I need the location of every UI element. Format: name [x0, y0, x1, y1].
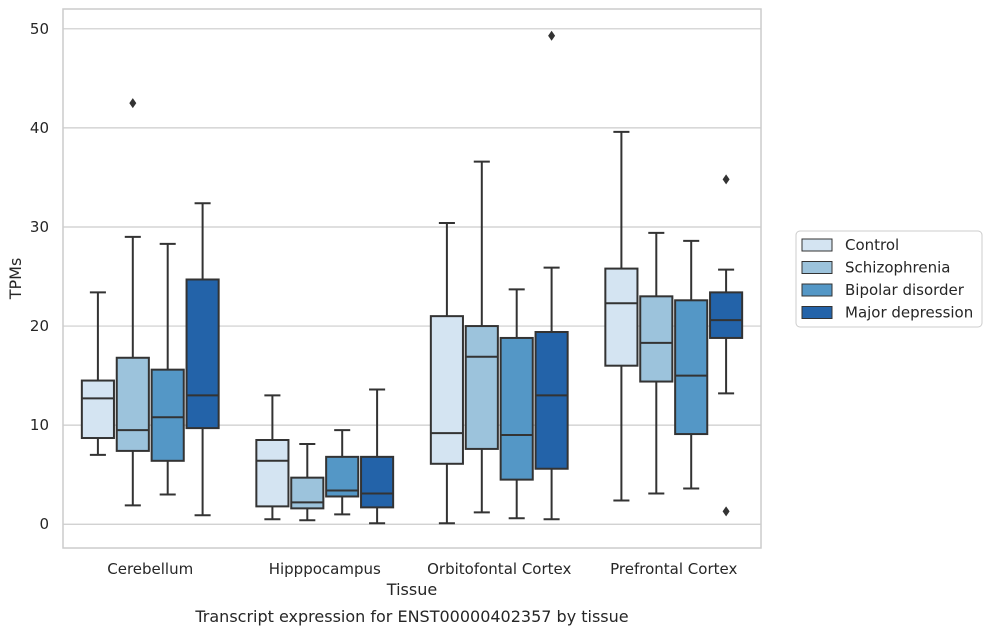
box-iqr [674, 299, 709, 436]
outlier-point [129, 98, 137, 109]
outlier-point [722, 506, 730, 517]
box-group [150, 242, 185, 496]
box-group [534, 30, 569, 521]
x-tick-label: Orbitofontal Cortex [427, 560, 571, 578]
outlier-point [548, 30, 556, 41]
box-iqr [185, 278, 220, 430]
x-tick-label: Cerebellum [107, 560, 193, 578]
legend-label: Schizophrenia [845, 259, 950, 277]
box-iqr [604, 267, 639, 367]
legend-swatch [801, 238, 833, 252]
y-axis-label: TPMs [6, 258, 25, 301]
box-iqr [464, 325, 499, 450]
box-iqr [534, 331, 569, 470]
box-iqr [150, 368, 185, 462]
box-iqr [115, 356, 150, 452]
legend-swatch [801, 283, 833, 297]
box-group [674, 239, 709, 490]
y-tick-label: 20 [30, 317, 49, 335]
y-axis-ticks: 0 10 20 30 40 50 [30, 20, 49, 533]
box-iqr [429, 315, 464, 465]
box-group [185, 202, 220, 517]
legend-label: Control [845, 236, 899, 254]
box-group [464, 160, 499, 514]
box-iqr [360, 455, 395, 509]
box-group [290, 442, 325, 522]
box-iqr [709, 291, 744, 339]
legend-label: Major depression [845, 304, 973, 322]
y-tick-label: 50 [30, 20, 49, 38]
box-group [639, 231, 674, 495]
legend-frame [795, 230, 983, 328]
box-group [499, 288, 534, 520]
y-tick-label: 40 [30, 119, 49, 137]
x-tick-label: Prefrontal Cortex [610, 560, 737, 578]
outlier-point [722, 174, 730, 185]
box-group [115, 98, 150, 507]
box-iqr [639, 295, 674, 383]
y-tick-label: 0 [39, 515, 49, 533]
box-group [709, 174, 744, 517]
box-group [325, 429, 360, 516]
box-group [80, 291, 115, 456]
y-tick-label: 10 [30, 416, 49, 434]
plot-frame [62, 8, 762, 549]
legend-swatch [801, 261, 833, 274]
box-iqr [290, 476, 325, 510]
figure-caption: Transcript expression for ENST0000040235… [194, 607, 628, 626]
x-axis-label: Tissue [386, 580, 437, 599]
legend-swatch [801, 306, 833, 319]
box-group [255, 394, 290, 521]
x-axis-ticks: Cerebellum Hipppocampus Orbitofontal Corte… [107, 560, 737, 578]
x-tick-label: Hipppocampus [269, 560, 381, 578]
box-iqr [80, 379, 115, 440]
box-iqr [499, 336, 534, 481]
box-group [429, 222, 464, 525]
legend: Control Schizophrenia Bipolar disorder Majo… [795, 230, 983, 328]
box-iqr [255, 439, 290, 508]
y-tick-label: 30 [30, 218, 49, 236]
box-group [360, 388, 395, 525]
legend-label: Bipolar disorder [845, 281, 965, 299]
box-group [604, 130, 639, 502]
box-groups [80, 30, 744, 525]
